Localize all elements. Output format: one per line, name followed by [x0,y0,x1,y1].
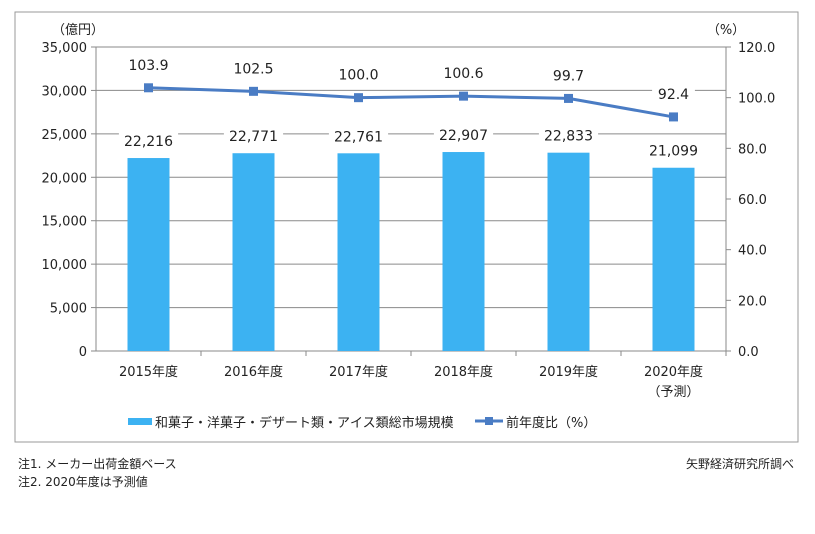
line-value-label: 102.5 [233,61,273,77]
line-value-label-bg [547,65,590,86]
bar-value-label: 22,216 [124,134,173,150]
source-credit: 矢野経済研究所調べ [686,457,795,471]
left-tick-label: 35,000 [42,41,88,56]
x-tick-label: 2020年度 [644,364,703,380]
left-axis-unit: （億円） [52,22,104,38]
right-axis-unit: （%） [707,23,745,38]
bar [127,158,170,351]
bar-value-label-bg [118,131,179,152]
x-tick-label: 2018年度 [434,364,493,380]
bar [652,167,695,351]
right-tick-label: 60.0 [738,193,767,208]
line-marker [354,93,363,103]
right-tick-label: 100.0 [738,92,775,107]
line-marker [459,91,468,101]
bar-value-label-bg [643,140,704,161]
line-series [148,86,674,119]
legend-line-label: 前年度比（%） [506,415,596,431]
left-tick-label: 5,000 [50,302,87,317]
note-1: 注1. メーカー出荷金額ベース [18,457,177,471]
bar [337,153,380,351]
bar-value-label-bg [223,126,284,147]
line-value-label: 103.9 [128,58,168,74]
right-tick-label: 20.0 [738,294,767,309]
legend-line-marker [485,417,493,425]
right-tick-label: 0.0 [738,345,759,360]
legend-bar-swatch [128,418,152,425]
line-value-label-bg [123,54,174,75]
line-value-label-bg [333,64,384,85]
line-marker [564,93,573,103]
right-tick-label: 80.0 [738,142,767,157]
x-tick-label: 2015年度 [119,364,178,380]
line-value-label: 99.7 [553,68,584,84]
left-tick-label: 25,000 [42,128,88,143]
line-value-label-bg [228,58,279,79]
line-value-label-bg [652,83,695,104]
bar-value-label: 22,771 [229,129,278,145]
line-value-label: 100.6 [443,66,483,82]
line-marker [669,112,678,122]
line-value-label: 92.4 [658,87,689,103]
legend-bar-label: 和菓子・洋菓子・デザート類・アイス類総市場規模 [155,415,454,431]
line-value-label: 100.0 [338,68,378,84]
left-tick-label: 15,000 [42,215,88,230]
left-tick-label: 30,000 [42,84,88,99]
bar-value-label: 22,761 [334,129,383,145]
left-tick-label: 10,000 [42,258,88,273]
x-tick-label: 2019年度 [539,364,598,380]
bar-value-label: 22,907 [439,128,488,144]
bar [232,153,275,351]
left-tick-label: 20,000 [42,171,88,186]
x-tick-sublabel: （予測） [647,385,699,400]
x-tick-label: 2016年度 [224,364,283,380]
x-tick-label: 2017年度 [329,364,388,380]
bar-value-label-bg [328,126,389,147]
bar-value-label-bg [433,125,494,146]
bar [547,152,590,351]
bar [442,152,485,351]
right-tick-label: 120.0 [738,41,775,56]
bar-value-label: 21,099 [649,144,698,160]
line-marker [249,86,258,96]
note-2: 注2. 2020年度は予測値 [18,475,148,489]
line-value-label-bg [438,63,489,84]
bar-value-label-bg [538,125,599,146]
bar-value-label: 22,833 [544,129,593,145]
left-tick-label: 0 [79,345,87,360]
line-marker [144,83,153,93]
right-tick-label: 40.0 [738,244,767,259]
